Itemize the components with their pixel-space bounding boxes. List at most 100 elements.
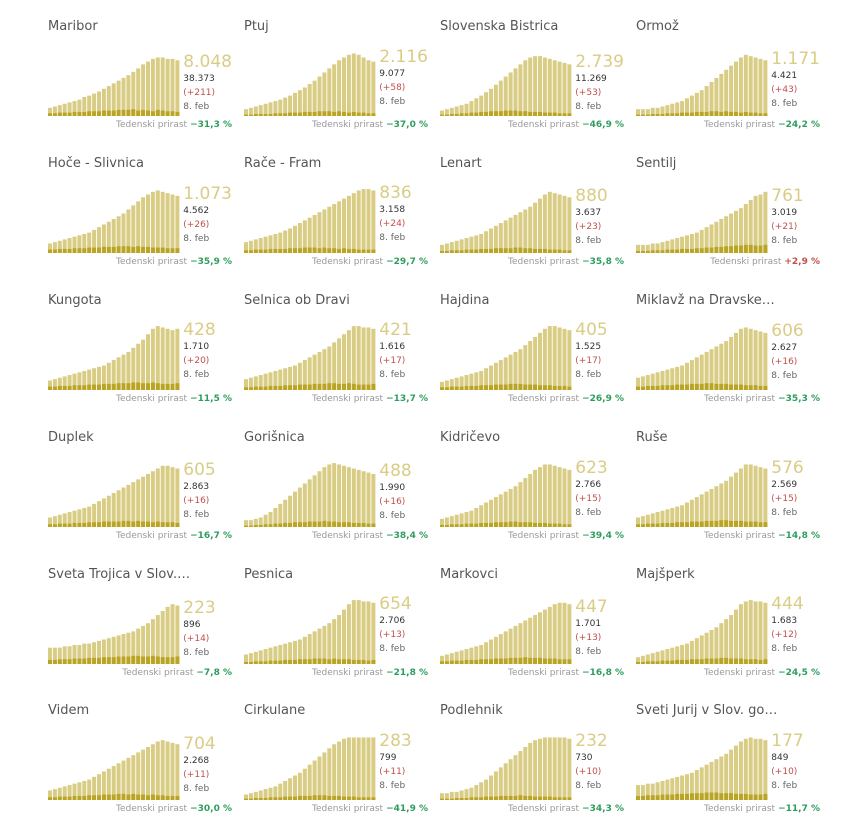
- bar-new: [547, 249, 552, 253]
- bar-active: [498, 223, 503, 253]
- bar-new: [101, 657, 106, 664]
- bar-active: [493, 84, 498, 116]
- bar-new: [366, 384, 371, 390]
- bar-new: [685, 112, 689, 116]
- bar-active: [655, 372, 660, 390]
- bar-active: [170, 58, 175, 116]
- bar-new: [562, 113, 567, 116]
- bar-new: [528, 657, 533, 664]
- bar-new: [263, 113, 268, 116]
- bar-new: [670, 660, 675, 664]
- bar-new: [503, 110, 508, 116]
- weekly-growth-label: Tedenski prirast: [508, 120, 580, 130]
- bar-new: [675, 384, 680, 390]
- bar-new: [175, 795, 180, 800]
- bar-new: [57, 796, 62, 800]
- bar-active: [552, 604, 557, 664]
- bar-active: [322, 209, 327, 253]
- bar-new: [371, 659, 376, 664]
- bar-active: [645, 654, 650, 664]
- bar-active: [317, 351, 322, 390]
- bar-active: [244, 520, 248, 527]
- bar-active: [175, 605, 180, 664]
- bar-active: [72, 510, 77, 527]
- bar-new: [371, 249, 376, 253]
- bar-active: [440, 793, 444, 800]
- active-cases-value: 488: [379, 461, 412, 482]
- bar-new: [459, 660, 464, 664]
- bar-active: [278, 99, 283, 116]
- weekly-growth-value: −14,8 %: [778, 531, 820, 541]
- bar-new: [77, 111, 82, 116]
- bar-active: [758, 58, 763, 116]
- weekly-growth-value: −26,9 %: [582, 394, 624, 404]
- bar-active: [449, 653, 454, 664]
- bar-active: [518, 64, 523, 116]
- bar-new: [449, 386, 454, 390]
- bar-new: [48, 386, 52, 390]
- bar-active: [508, 217, 513, 253]
- bar-active: [356, 190, 361, 253]
- bar-new: [146, 521, 150, 527]
- bar-new: [459, 113, 464, 116]
- bar-active: [474, 785, 479, 800]
- bar-new: [67, 112, 72, 116]
- bar-active: [508, 72, 513, 116]
- date-label: 8. feb: [379, 511, 406, 522]
- bar-new: [729, 246, 734, 253]
- bar-active: [567, 738, 572, 800]
- bar-new: [484, 522, 489, 527]
- bar-active: [160, 740, 165, 800]
- chart-title: Kungota: [48, 293, 102, 308]
- bar-new: [636, 661, 640, 664]
- bar-new: [474, 112, 479, 116]
- weekly-growth-value: −31,3 %: [190, 120, 232, 130]
- bar-active: [302, 87, 307, 116]
- bar-active: [244, 379, 248, 390]
- bar-new: [131, 521, 136, 527]
- bar-active: [116, 357, 121, 390]
- bar-new: [273, 523, 278, 527]
- bar-new: [547, 523, 552, 527]
- bar-new: [474, 249, 479, 253]
- bar-active: [518, 623, 523, 664]
- bar-active: [131, 347, 136, 390]
- bar-new: [253, 113, 258, 116]
- bar-active: [685, 643, 689, 664]
- bar-new: [101, 110, 106, 116]
- bar-active: [288, 495, 293, 527]
- bar-active: [459, 513, 464, 527]
- bar-new: [92, 247, 97, 253]
- bar-new: [675, 249, 680, 253]
- bar-active: [346, 54, 351, 116]
- bar-new: [126, 520, 131, 527]
- bar-new: [675, 793, 680, 800]
- bar-active: [689, 772, 694, 800]
- bar-new: [136, 382, 141, 390]
- bar-new: [160, 795, 165, 800]
- bar-active: [346, 330, 351, 390]
- bar-active: [724, 341, 729, 390]
- bar-new: [62, 523, 67, 527]
- bar-active: [106, 638, 111, 664]
- bar-new: [244, 798, 248, 800]
- bar-active: [126, 484, 131, 527]
- bar-active: [557, 737, 562, 800]
- bar-active: [263, 103, 268, 116]
- bar-new: [307, 521, 312, 527]
- bar-new: [689, 521, 694, 527]
- bar-new: [92, 384, 97, 390]
- bar-active: [660, 242, 665, 253]
- bar-active: [538, 738, 542, 800]
- bar-new: [444, 661, 449, 664]
- bar-new: [244, 525, 248, 527]
- bar-new: [640, 661, 645, 664]
- bar-active: [52, 242, 57, 253]
- bar-new: [146, 383, 150, 390]
- bar-new: [680, 112, 685, 116]
- bar-new: [97, 795, 101, 800]
- bar-chart: [48, 57, 180, 116]
- bar-active: [503, 763, 508, 800]
- bar-active: [748, 600, 753, 664]
- date-label: 8. feb: [379, 370, 406, 381]
